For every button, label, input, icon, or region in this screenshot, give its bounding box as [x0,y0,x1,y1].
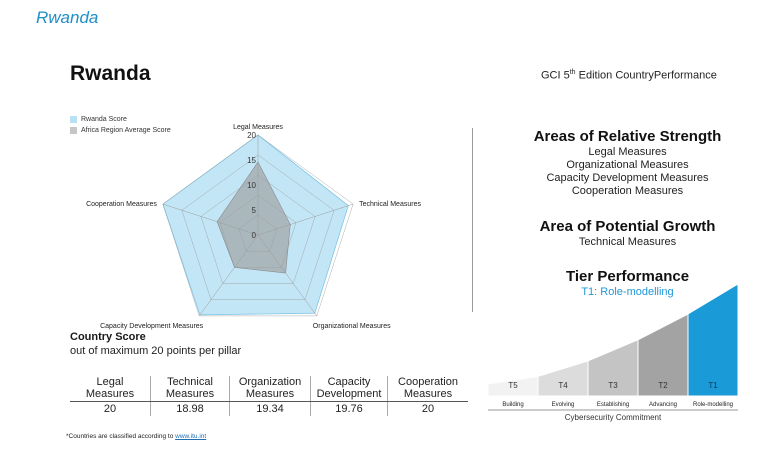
footnote: *Countries are classified according to w… [66,433,206,440]
tier-name-label: Establishing [597,402,629,408]
header-line: Measures [165,388,215,400]
country-score-title: Country Score [70,331,146,343]
top-country-label: Rwanda [36,8,99,27]
radar-axis-label: Organizational Measures [313,323,391,330]
tier-value: T1: Role-modelling [581,286,674,298]
column-divider [472,128,473,312]
tier-code-label: T4 [558,381,568,390]
edition-suffix: Edition CountryPerformance [575,69,717,82]
radar-tick-label: 10 [247,181,256,190]
radar-gridline [162,134,354,317]
country-score-subtitle: out of maximum 20 points per pillar [70,345,242,357]
header-line: Measures [85,388,135,400]
score-organizational: 19.34 [229,401,311,416]
growth-item: Technical Measures [578,236,677,248]
tier-code-label: T1 [708,381,718,390]
header-line: Legal [96,376,124,388]
score-table-row: 20 18.98 19.34 19.76 20 [70,401,468,416]
legend-swatch-rwanda [70,116,77,123]
score-capacity: 19.76 [310,401,388,416]
footnote-text: *Countries are classified according to [66,433,176,440]
strength-item: Legal Measures [588,146,667,158]
tier-axis-label: Cybersecurity Commitment [565,413,662,422]
radar-gridline [200,174,316,284]
score-table-header: Legal Measures Technical Measures Organiza… [70,376,468,402]
radar-axis-label: Legal Measures [233,124,283,131]
radar-tick-label: 15 [247,156,256,165]
tier-bar-t1 [687,283,739,397]
score-table: Legal Measures Technical Measures Organiza… [70,376,468,416]
tier-name-label: Advancing [649,402,677,408]
header-line: Technical [167,376,213,388]
header-line: Measures [245,388,295,400]
legend-label-africa: Africa Region Average Score [81,127,171,134]
legend-item-rwanda: Rwanda Score [70,114,171,125]
strength-item: Cooperation Measures [571,185,684,197]
header-cooperation: Cooperation Measures [387,376,468,402]
header-line: Development [316,388,382,400]
edition-label: GCI 5th Edition CountryPerformance [541,69,717,82]
series-africa-area [216,161,291,274]
page-title: Rwanda [70,62,151,85]
growth-title: Area of Potential Growth [539,218,716,235]
footnote-link[interactable]: www.itu.int [175,433,207,440]
radar-axis-label: Technical Measures [359,201,421,208]
header-line: Capacity [327,376,371,388]
tier-section: Tier Performance T1: Role-modelling [500,268,755,299]
tier-name-label: Role-modelling [693,402,733,408]
tier-chart: T5 Building T4 Evolving T3 Establishing T2 Adva… [487,283,739,422]
tier-bar-t4 [537,360,589,397]
strengths-section: Areas of Relative Strength Legal Measure… [500,128,755,198]
radar-tick-label: 0 [252,231,257,240]
radar-gridline [181,154,335,300]
radar-tick-label: 5 [252,206,257,215]
radar-axis-label: Cooperation Measures [86,201,157,208]
chart-legend: Rwanda Score Africa Region Average Score [70,114,171,136]
radar-tick-label: 20 [247,131,256,140]
header-capacity: Capacity Development [310,376,388,402]
legend-swatch-africa [70,127,77,134]
strength-item: Organizational Measures [566,159,689,171]
header-line: Measures [403,388,453,400]
legend-label-rwanda: Rwanda Score [81,116,127,123]
edition-prefix: GCI 5 [541,69,570,82]
score-cooperation: 20 [421,403,435,415]
tier-name-label: Building [502,402,523,408]
tier-code-label: T2 [658,381,668,390]
header-technical: Technical Measures [150,376,230,402]
tier-title: Tier Performance [565,268,690,285]
header-line: Organization [238,376,302,388]
tier-code-label: T3 [608,381,618,390]
score-technical: 18.98 [150,401,230,416]
growth-section: Area of Potential Growth Technical Measu… [500,218,755,249]
edition-sup: th [569,69,576,76]
score-legal: 20 [70,401,151,416]
strength-item: Capacity Development Measures [546,172,709,184]
tier-code-label: T5 [508,381,518,390]
header-organizational: Organization Measures [229,376,311,402]
radar-axis-label: Capacity Development Measures [100,323,204,330]
tier-name-label: Evolving [552,402,575,408]
strengths-title: Areas of Relative Strength [533,128,722,145]
header-line: Cooperation [398,376,458,388]
radar-chart: 20 15 10 5 0 Legal Measures Technical Measures… [86,124,421,330]
legend-item-africa: Africa Region Average Score [70,125,171,136]
header-legal: Legal Measures [70,376,151,402]
